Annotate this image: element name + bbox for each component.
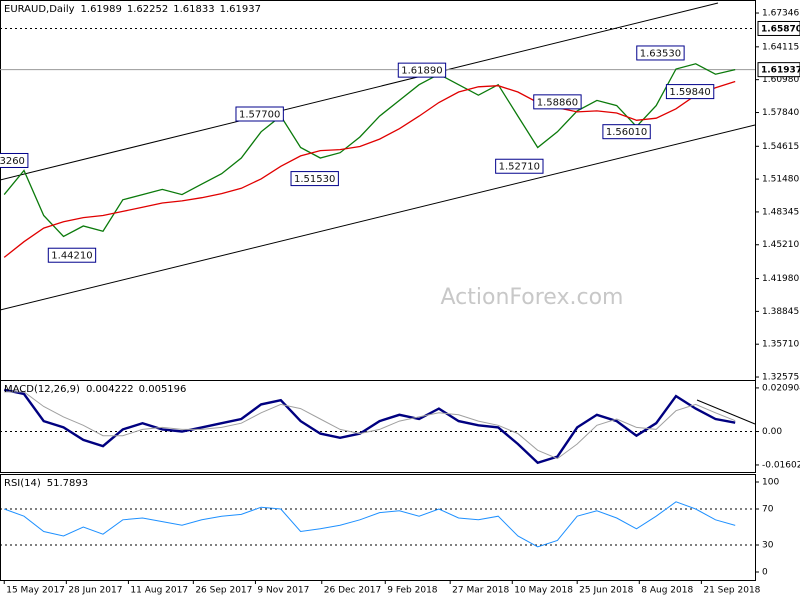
- series-line: [3, 63, 736, 238]
- annotation: 1.53260: [0, 152, 29, 168]
- panel-title: MACD(12,26,9): [4, 384, 80, 395]
- x-tick-label: 26 Sep 2017: [195, 586, 252, 596]
- series-line: [4, 501, 736, 548]
- x-tick-label: 25 Jun 2018: [579, 586, 633, 596]
- annotation: 1.51530: [290, 171, 339, 187]
- panel-frame: [0, 474, 756, 581]
- level-tag-label: 1.61937: [761, 66, 800, 76]
- macd-trendline: [696, 399, 756, 425]
- x-tick-label: 21 Sep 2018: [703, 586, 760, 596]
- annotation: 1.63530: [636, 45, 685, 61]
- readout: 1.61833: [173, 4, 214, 15]
- annotation: 1.58860: [533, 94, 582, 110]
- annotation-box: [495, 158, 544, 174]
- y-tick-label: 1.60980: [762, 75, 799, 85]
- annotation-box: [665, 84, 715, 100]
- annotation-label: 1.56010: [606, 127, 647, 138]
- x-tick-label: 28 Jun 2017: [68, 586, 122, 596]
- annotation-label: 1.61890: [401, 66, 442, 77]
- annotation-label: 1.51530: [294, 174, 335, 185]
- x-tick-label: 15 May 2017: [6, 586, 65, 596]
- annotation-box: [533, 94, 582, 110]
- x-tick-label: 9 Feb 2018: [387, 586, 438, 596]
- readout: 1.62252: [127, 4, 168, 15]
- annotation-box: [47, 247, 97, 263]
- annotation-label: 1.58860: [537, 97, 578, 108]
- annotation-label: 1.63530: [640, 48, 681, 59]
- y-tick-label: 1.51480: [762, 175, 799, 185]
- annotation-box: [290, 171, 339, 187]
- annotation-box: [235, 106, 284, 122]
- y-tick-label: 1.45210: [762, 240, 799, 250]
- x-tick-label: 9 Nov 2017: [257, 586, 309, 596]
- annotation: 1.44210: [47, 247, 97, 263]
- annotation-label: 1.59840: [669, 87, 710, 98]
- y-tick-label: 1.64115: [762, 42, 799, 52]
- y-tick-label: 1.38845: [762, 307, 799, 317]
- annotation-box: [0, 152, 29, 168]
- annotation-label: 1.44210: [51, 251, 92, 262]
- watermark: ActionForex.com: [441, 285, 624, 310]
- y-tick-label: 1.67346: [762, 9, 799, 19]
- annotation-box: [397, 62, 447, 78]
- readout: 51.7893: [47, 478, 88, 489]
- x-tick-label: 10 May 2018: [514, 586, 573, 596]
- readout: 1.61937: [220, 4, 261, 15]
- y-tick-label: 70: [762, 505, 774, 515]
- annotation: 1.59840: [665, 84, 715, 100]
- channel-lower: [0, 124, 756, 311]
- y-tick-label: 1.41980: [762, 274, 799, 284]
- y-tick-label: 1.35710: [762, 340, 799, 350]
- level-tag: [757, 20, 800, 36]
- x-tick-label: 26 Dec 2017: [324, 586, 382, 596]
- y-tick-label: 0.00: [762, 427, 782, 437]
- series-line: [3, 80, 736, 258]
- y-tick-label: 30: [762, 540, 774, 550]
- y-tick-label: 1.32575: [762, 373, 799, 383]
- annotation: 1.56010: [602, 124, 651, 140]
- annotation: 1.52710: [495, 158, 544, 174]
- annotation-box: [636, 45, 685, 61]
- y-tick-label: 0: [762, 567, 768, 577]
- panel-frame: [0, 380, 756, 473]
- y-tick-label: 0.020904: [762, 383, 800, 393]
- y-tick-label: 100: [762, 478, 779, 488]
- annotation-label: 1.57700: [239, 110, 280, 121]
- annotation: 1.57700: [235, 106, 284, 122]
- x-tick-label: 11 Aug 2017: [130, 586, 188, 596]
- level-tag-label: 1.65870: [761, 24, 800, 34]
- readout: 0.004222: [86, 384, 134, 395]
- annotation: 1.61890: [397, 62, 447, 78]
- level-tag: [757, 62, 800, 78]
- x-tick-label: 8 Aug 2018: [641, 586, 693, 596]
- y-tick-label: 1.54615: [762, 142, 799, 152]
- annotation-box: [602, 124, 651, 140]
- y-tick-label: -0.016023: [762, 460, 800, 470]
- y-tick-label: 1.48345: [762, 207, 799, 217]
- y-tick-label: 1.57840: [762, 108, 799, 118]
- readout: 0.005196: [139, 384, 187, 395]
- series-line: [4, 391, 736, 460]
- panel-title: EURAUD,Daily: [4, 4, 75, 15]
- channel-upper: [0, 2, 719, 181]
- panel-title: RSI(14): [4, 478, 41, 489]
- annotation-label: 1.53260: [0, 156, 25, 167]
- readout: 1.61989: [81, 4, 122, 15]
- x-tick-label: 27 Mar 2018: [452, 586, 509, 596]
- annotation-label: 1.52710: [499, 162, 540, 173]
